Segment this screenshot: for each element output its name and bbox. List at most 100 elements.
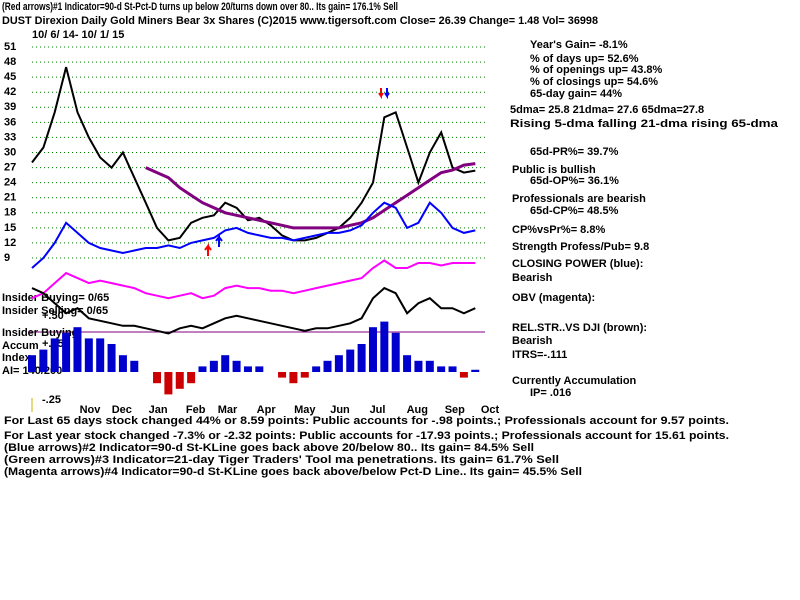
header-line: (Red arrows)#1 Indicator=90-d St-Pct-D t… [2,1,398,13]
stat: 65-day gain= 44% [530,88,622,100]
stat: Professionals are bearish [512,193,646,205]
blue-arrow [384,88,390,100]
accum-bar [425,360,434,372]
panel-label: Insider Buying [2,327,78,339]
y-tick-label: 15 [4,222,16,234]
y-tick-label: 33 [4,131,16,143]
accum-bar [391,332,400,372]
y-tick-label: 39 [4,101,16,113]
header-line: DUST Direxion Daily Gold Miners Bear 3x … [2,15,598,27]
red-arrow [378,88,384,100]
x-tick-label: Jan [149,404,168,416]
accum-bar [73,327,82,372]
panel-label: Index [2,352,32,364]
y-tick-label: 18 [4,207,16,219]
accum-bar [164,372,173,395]
accum-bar [368,327,377,372]
y-tick-label: 24 [4,177,17,189]
accum-bar [289,372,298,384]
accum-bar [84,338,93,372]
accum-bar [175,372,184,389]
series-line [31,66,476,242]
y-tick-label: 27 [4,161,16,173]
accum-bar [414,360,423,372]
stat: CLOSING POWER (blue): [512,258,643,270]
series-line [31,201,476,269]
accum-bar [448,366,457,372]
accum-bar [232,360,241,372]
accum-bar [243,366,252,372]
x-tick-label: Mar [218,404,238,416]
x-tick-label: Feb [186,404,206,416]
accum-bar [62,332,71,372]
stat: 65d-OP%= 36.1% [530,175,619,187]
blue-arrow [215,234,223,247]
footer-line: (Green arrows)#3 Indicator=21-day Tiger … [4,454,559,466]
accum-bar [278,372,287,378]
x-tick-label: Jul [370,404,386,416]
accum-bar [437,366,446,372]
accum-bar [403,355,412,372]
stat: 65d-PR%= 39.7% [530,146,619,158]
accum-bar [96,338,105,372]
y-tick-label: 36 [4,116,16,128]
x-tick-label: Nov [80,404,102,416]
x-tick-label: Sep [445,404,465,416]
stat: ITRS=-.111 [512,349,567,361]
x-tick-label: Jun [330,404,350,416]
date-range: 10/ 6/ 14- 10/ 1/ 15 [32,29,124,41]
stat: 5dma= 25.8 21dma= 27.6 65dma=27.8 [510,104,704,116]
stat: OBV (magenta): [512,292,595,304]
panel-label: Insider Buying= 0/65 [2,292,109,304]
stat: Public is bullish [512,164,596,176]
x-tick-label: Aug [407,404,428,416]
stats: Year's Gain= -8.1% % of days up= 52.6% %… [510,39,779,399]
accum-bar [323,360,332,372]
accum-bar [357,344,366,372]
accum-bar [130,360,139,372]
stat: 65d-CP%= 48.5% [530,205,619,217]
stat: Rising 5-dma falling 21-dma rising 65-dm… [510,118,779,130]
y-tick-label: 21 [4,192,16,204]
x-tick-label: Dec [112,404,132,416]
series-line [31,286,476,335]
stat: Bearish [512,335,553,347]
series-line [145,162,476,230]
panel-labels: Insider Buying= 0/65 Insider Selling= 0/… [2,292,109,377]
panel-label: Insider Selling= 0/65 [2,305,108,317]
accum-bar [39,349,48,372]
y-tick-label: 51 [4,41,16,53]
accum-bar [380,321,389,372]
y-tick-label: +.50 [42,310,64,322]
stat: Year's Gain= -8.1% [530,39,628,51]
x-tick-label: Oct [481,404,500,416]
stat: % of closings up= 54.6% [530,76,658,88]
red-arrow [204,243,212,256]
y-tick-label: 42 [4,86,16,98]
stat: REL.STR..VS DJI (brown): [512,322,647,334]
stat: Bearish [512,272,553,284]
accum-bar [334,355,343,372]
stat: Currently Accumulation [512,375,637,387]
stat: Strength Profess/Pub= 9.8 [512,241,649,253]
accum-bar [221,355,230,372]
accum-bar [153,372,162,384]
accum-bar [459,372,468,378]
accum-bar [107,344,116,372]
accum-bar [198,366,207,372]
series-line [31,259,476,300]
stat: % of days up= 52.6% [530,53,639,65]
panel-label: Accum [2,340,39,352]
accum-bar [28,355,36,372]
accum-bar [209,360,218,372]
stat: % of openings up= 43.8% [530,64,663,76]
y-tick-label: 45 [4,71,16,83]
footer-line: For Last year stock changed -7.3% or -2.… [4,430,729,442]
accum-bar [187,372,196,384]
accum-bar [300,372,309,378]
x-tick-label: May [294,404,316,416]
accum-bar [312,366,321,372]
y-tick-label: 30 [4,146,16,158]
x-tick-label: Apr [257,404,277,416]
